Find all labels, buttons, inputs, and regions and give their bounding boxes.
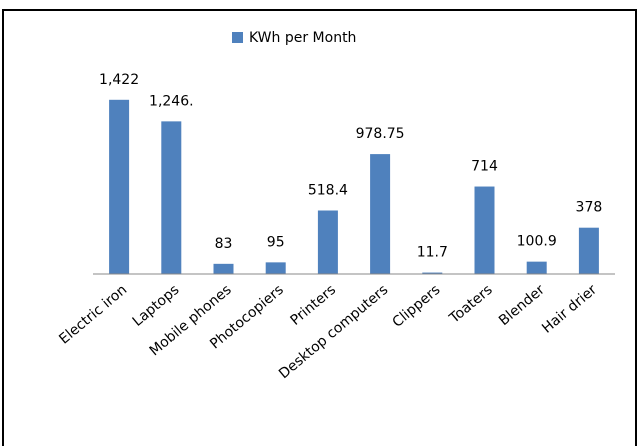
value-label: 100.9 xyxy=(517,234,557,250)
legend-swatch xyxy=(232,32,243,43)
bar xyxy=(474,186,495,274)
value-label: 378 xyxy=(576,200,603,216)
bar xyxy=(109,99,130,275)
bar xyxy=(317,210,338,274)
value-label: 518.4 xyxy=(308,182,348,198)
bar xyxy=(265,262,286,274)
value-label: 95 xyxy=(267,234,285,250)
value-label: 11.7 xyxy=(417,245,448,261)
value-label: 83 xyxy=(215,236,233,252)
chart-border xyxy=(2,9,637,446)
bar xyxy=(578,227,599,274)
bar xyxy=(526,261,547,274)
value-label: 978.75 xyxy=(356,126,405,142)
value-label: 1,422 xyxy=(99,72,139,88)
bar xyxy=(161,121,182,275)
bar xyxy=(213,263,234,274)
bar xyxy=(370,154,391,274)
value-label: 1,246. xyxy=(149,93,194,109)
bar xyxy=(422,272,443,274)
value-label: 714 xyxy=(471,159,498,175)
legend-label: KWh per Month xyxy=(249,30,356,46)
